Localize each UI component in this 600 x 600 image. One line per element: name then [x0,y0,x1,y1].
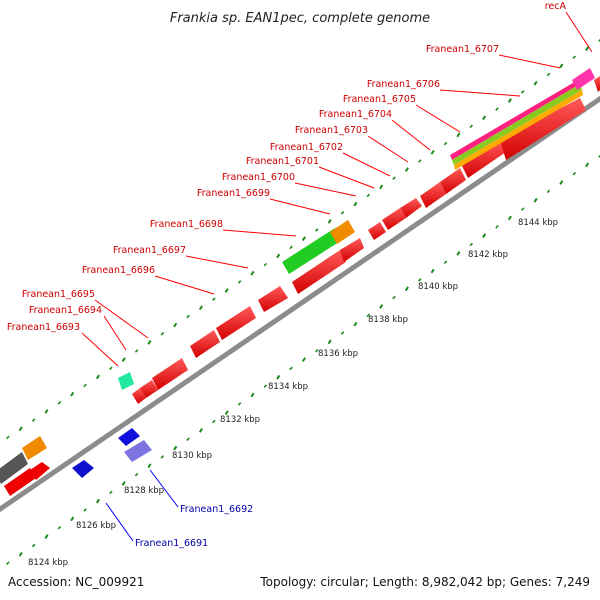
forward-gene-11 [420,182,446,208]
magenta-feature [450,80,580,160]
reverse-gene-track [72,428,152,478]
gene-label-Franean1_6698: Franean1_6698 [150,219,297,237]
gray-gene-block [0,452,28,484]
svg-text:Franean1_6707: Franean1_6707 [426,44,499,55]
svg-text:recA: recA [545,1,567,12]
forward-gene-12 [440,168,466,194]
pink-feature [572,68,595,90]
svg-text:Franean1_6697: Franean1_6697 [113,245,186,256]
gene-label-Franean1_6707: Franean1_6707 [426,44,561,69]
scale-tick-label: 8144 kbp [518,218,558,228]
genome-summary-text: Topology: circular; Length: 8,982,042 bp… [259,575,590,589]
tick-guide-outer [6,38,600,440]
svg-text:Franean1_6694: Franean1_6694 [29,305,102,316]
forward-gene-2 [152,358,188,390]
svg-text:Franean1_6691: Franean1_6691 [135,538,208,549]
scale-tick-label: 8140 kbp [418,282,458,292]
forward-gene-13 [462,140,506,178]
forward-gene-8 [368,222,386,240]
orange-feature [330,220,355,244]
gene-label-Franean1_6700: Franean1_6700 [222,172,357,197]
gene-label-Franean1_6696: Franean1_6696 [82,265,215,295]
forward-gene-0 [132,388,146,404]
svg-text:Franean1_6706: Franean1_6706 [367,79,440,90]
map-title: Frankia sp. EAN1pec, complete genome [170,11,430,26]
feature-stack [118,68,595,390]
forward-gene-5 [258,286,288,312]
orange-gene-block [22,436,47,460]
gene-label-Franean1_6692: Franean1_6692 [149,469,253,515]
svg-text:Franean1_6704: Franean1_6704 [319,109,392,120]
svg-text:Franean1_6693: Franean1_6693 [7,322,80,333]
purple-gene [124,440,152,462]
svg-text:Franean1_6701: Franean1_6701 [246,156,319,167]
svg-text:Franean1_6702: Franean1_6702 [270,142,343,153]
green-feature [282,228,342,274]
gene-label-Franean1_6704: Franean1_6704 [319,109,431,151]
gene-labels: Franean1_6693 Franean1_6694 Franean1_6695 F… [7,1,593,549]
gene-label-Franean1_6693: Franean1_6693 [7,322,119,367]
forward-gene-10 [400,198,422,218]
tick-guide-inner [6,154,600,565]
gene-label-Franean1_6703: Franean1_6703 [295,125,409,163]
green-stripe-feature [452,84,582,165]
forward-gene-14 [500,98,586,160]
left-edge-features [0,436,50,496]
gene-label-recA: recA [545,1,593,53]
gene-label-Franean1_6697: Franean1_6697 [113,245,249,269]
forward-gene-9 [382,208,406,230]
gene-label-Franean1_6706: Franean1_6706 [367,79,521,97]
scale-tick-label: 8134 kbp [268,382,308,392]
forward-gene-1 [140,380,158,398]
svg-text:Franean1_6698: Franean1_6698 [150,219,223,230]
forward-gene-15 [594,76,600,92]
teal-feature [118,372,134,390]
tick-guides [6,38,600,565]
scale-tick-label: 8126 kbp [76,521,116,531]
svg-text:Franean1_6700: Franean1_6700 [222,172,295,183]
scale-tick-label: 8138 kbp [368,315,408,325]
gene-label-Franean1_6695: Franean1_6695 [22,289,149,339]
red-gene-block [4,468,36,496]
svg-text:Franean1_6705: Franean1_6705 [343,94,416,105]
forward-gene-track [132,76,600,404]
gene-label-Franean1_6701: Franean1_6701 [246,156,375,189]
gene-label-Franean1_6691: Franean1_6691 [105,502,208,549]
svg-text:Franean1_6696: Franean1_6696 [82,265,155,276]
gene-label-Franean1_6694: Franean1_6694 [29,305,127,351]
gene-label-Franean1_6705: Franean1_6705 [343,94,461,133]
scale-tick-label: 8136 kbp [318,349,358,359]
forward-gene-3 [190,330,220,358]
scale-tick-label: 8130 kbp [172,451,212,461]
forward-gene-7 [340,238,364,262]
svg-text:Franean1_6695: Franean1_6695 [22,289,95,300]
accession-text: Accession: NC_009921 [8,575,144,589]
svg-text:Franean1_6692: Franean1_6692 [180,504,253,515]
orange-stripe-feature [454,90,583,170]
svg-text:Franean1_6699: Franean1_6699 [197,188,270,199]
scale-labels: 8124 kbp 8126 kbp 8128 kbp 8130 kbp 8132 kbp… [28,218,558,568]
scale-tick-label: 8132 kbp [220,415,260,425]
blue-gene-b [118,428,140,446]
blue-gene-a [72,460,94,478]
svg-text:Franean1_6703: Franean1_6703 [295,125,368,136]
scale-tick-label: 8142 kbp [468,250,508,260]
red-gene-arrow [30,462,50,480]
gene-label-Franean1_6702: Franean1_6702 [270,142,391,177]
forward-gene-6 [292,250,346,294]
gene-label-Franean1_6699: Franean1_6699 [197,188,331,215]
scale-tick-label: 8124 kbp [28,558,68,568]
forward-gene-4 [216,306,256,340]
scale-tick-label: 8128 kbp [124,486,164,496]
